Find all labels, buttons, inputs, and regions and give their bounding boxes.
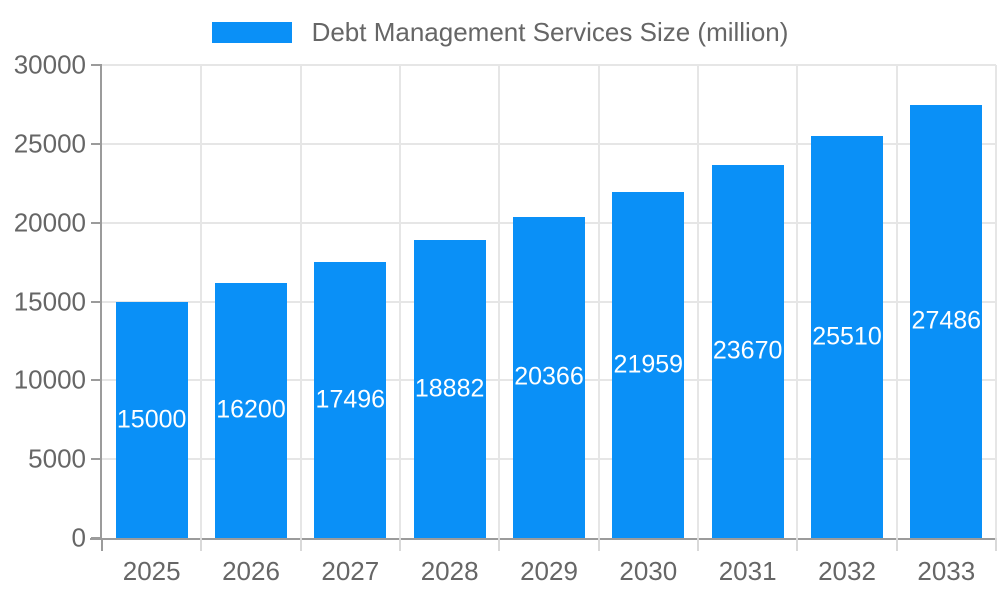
x-axis-tick — [498, 538, 501, 551]
legend[interactable]: Debt Management Services Size (million) — [0, 12, 1000, 52]
bar-value-label: 23670 — [712, 336, 783, 365]
y-axis-tick — [91, 142, 102, 145]
bar-slot: 25510 — [797, 65, 896, 538]
bar-value-label: 20366 — [514, 362, 584, 391]
y-axis-tick — [91, 221, 102, 224]
bar-value-label: 18882 — [414, 374, 485, 403]
bar-slot: 21959 — [599, 65, 698, 538]
y-tick-label: 5000 — [28, 443, 86, 474]
gridline-vertical — [796, 65, 799, 538]
gridline-vertical — [299, 65, 302, 538]
bar-value-label: 27486 — [911, 306, 982, 335]
y-tick-label: 25000 — [13, 128, 86, 159]
bar-value-label: 15000 — [116, 405, 187, 434]
x-axis-tick — [597, 538, 600, 551]
x-axis-tick — [895, 538, 898, 551]
x-axis-tick — [398, 538, 401, 551]
x-tick-label: 2027 — [321, 556, 380, 586]
gridline-horizontal — [102, 64, 996, 66]
x-axis-line — [90, 538, 102, 540]
y-axis-tick — [91, 458, 102, 461]
legend-swatch — [211, 21, 292, 43]
bar-slot: 23670 — [698, 65, 797, 538]
gridline-vertical — [995, 65, 997, 538]
x-tick-label: 2029 — [520, 556, 578, 586]
bar[interactable]: 16200 — [214, 282, 287, 538]
x-axis-tick — [299, 538, 302, 551]
y-axis-tick — [91, 537, 102, 539]
bar-value-label: 16200 — [216, 395, 286, 424]
bar-value-label: 17496 — [315, 385, 386, 414]
bar-slot: 27486 — [897, 65, 996, 538]
x-tick-label: 2031 — [718, 556, 777, 586]
gridline-vertical — [696, 65, 699, 538]
y-axis-tick — [91, 379, 102, 382]
x-tick-label: 2033 — [917, 556, 976, 586]
x-tick-label: 2025 — [122, 556, 181, 586]
gridline-horizontal — [102, 142, 996, 145]
y-axis-tick — [91, 64, 102, 66]
y-tick-label: 0 — [71, 522, 86, 553]
bar-value-label: 25510 — [812, 322, 882, 351]
x-axis-tick — [101, 538, 103, 551]
legend-label: Debt Management Services Size (million) — [311, 16, 789, 47]
x-axis-tick — [200, 538, 203, 551]
x-axis-tick — [696, 538, 699, 551]
bar[interactable]: 15000 — [115, 301, 188, 538]
bar-value-label: 21959 — [613, 350, 684, 379]
bar-slot: 18882 — [400, 65, 499, 538]
bar[interactable]: 27486 — [910, 104, 983, 538]
x-axis-tick — [995, 538, 997, 551]
gridline-vertical — [398, 65, 401, 538]
bar[interactable]: 18882 — [413, 240, 486, 538]
x-axis-tick — [796, 538, 799, 551]
x-tick-label: 2028 — [420, 556, 479, 586]
gridline-vertical — [498, 65, 501, 538]
gridline-vertical — [597, 65, 600, 538]
bar[interactable]: 21959 — [612, 191, 685, 538]
gridline-vertical — [200, 65, 203, 538]
bar-slot: 20366 — [499, 65, 598, 538]
x-tick-label: 2026 — [222, 556, 280, 586]
bar[interactable]: 17496 — [314, 262, 387, 538]
y-tick-label: 10000 — [13, 364, 86, 395]
bar-slot: 17496 — [301, 65, 400, 538]
bar[interactable]: 20366 — [512, 216, 585, 538]
plot-area: 0 5000 10000 15000 20000 25000 30000 15000 2025 1… — [14, 50, 997, 586]
y-tick-label: 30000 — [13, 49, 86, 80]
x-tick-label: 2030 — [619, 556, 678, 586]
y-tick-label: 20000 — [13, 207, 86, 238]
gridline-vertical — [895, 65, 898, 538]
bar-slot: 15000 — [102, 65, 201, 538]
x-tick-label: 2032 — [818, 556, 876, 586]
y-tick-label: 15000 — [13, 286, 86, 316]
bar[interactable]: 23670 — [711, 164, 784, 538]
bar-slot: 16200 — [201, 65, 300, 538]
y-axis-tick — [91, 300, 102, 303]
bar[interactable]: 25510 — [810, 135, 883, 538]
